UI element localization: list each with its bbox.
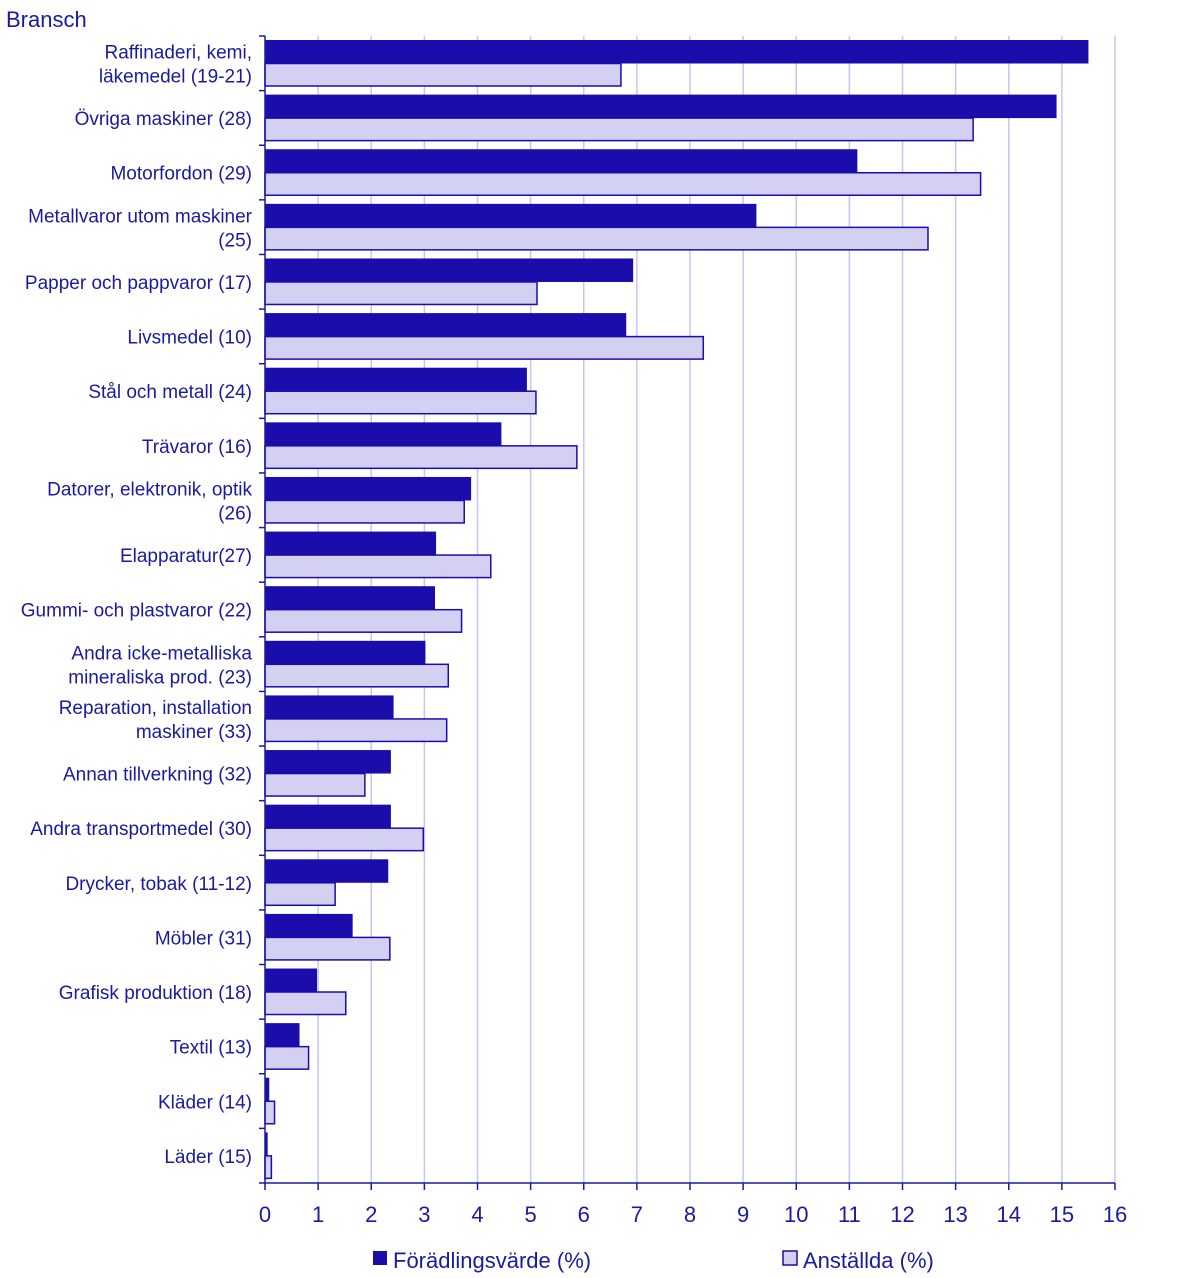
- bar-foradlingsvarde-6: [265, 367, 527, 392]
- bar-foradlingsvarde-7: [265, 422, 502, 446]
- legend-swatch-anstallda: [782, 1250, 798, 1266]
- x-tick-label-8: 8: [684, 1202, 696, 1227]
- bar-anstallda-19: [264, 1100, 276, 1125]
- category-label-5: Livsmedel (10): [127, 328, 252, 349]
- bar-foradlingsvarde-3: [265, 203, 757, 228]
- category-label-11-line0: Andra icke-metalliska: [71, 643, 252, 664]
- legend-label-anstallda: Anställda (%): [803, 1248, 934, 1273]
- category-label-3-line1: (25): [218, 230, 252, 251]
- x-tick-label-4: 4: [471, 1202, 483, 1227]
- category-label-19: Kläder (14): [158, 1092, 252, 1113]
- x-tick-label-13: 13: [943, 1202, 967, 1227]
- x-tick-label-7: 7: [631, 1202, 643, 1227]
- category-label-1: Övriga maskiner (28): [75, 109, 252, 130]
- y-axis-title: Bransch: [6, 7, 87, 32]
- category-label-10: Gummi- och plastvaror (22): [21, 601, 252, 622]
- x-tick-label-15: 15: [1050, 1202, 1074, 1227]
- category-label-0-line0: Raffinaderi, kemi,: [105, 43, 253, 64]
- category-label-9: Elapparatur(27): [120, 546, 252, 567]
- bar-anstallda-6: [264, 390, 537, 415]
- x-tick-label-1: 1: [312, 1202, 324, 1227]
- bar-foradlingsvarde-8: [265, 476, 472, 501]
- bar-anstallda-10: [264, 608, 463, 633]
- bar-foradlingsvarde-20: [265, 1132, 268, 1156]
- bar-foradlingsvarde-19: [265, 1077, 270, 1102]
- legend: Förädlingsvärde (%) Anställda (%): [373, 1248, 934, 1273]
- category-label-7: Trävaror (16): [142, 437, 252, 458]
- bar-foradlingsvarde-13: [265, 750, 391, 774]
- bar-foradlingsvarde-12: [265, 695, 394, 719]
- bar-anstallda-7: [264, 445, 578, 470]
- bar-anstallda-13: [264, 772, 366, 797]
- bar-foradlingsvarde-0: [265, 40, 1089, 64]
- bar-anstallda-4: [264, 281, 538, 306]
- category-label-13: Annan tillverkning (32): [63, 765, 252, 786]
- bar-anstallda-12: [264, 718, 448, 743]
- bar-anstallda-18: [264, 1045, 310, 1070]
- x-tick-label-6: 6: [578, 1202, 590, 1227]
- x-tick-label-10: 10: [784, 1202, 808, 1227]
- bar-foradlingsvarde-5: [265, 313, 627, 337]
- bar-foradlingsvarde-1: [265, 94, 1057, 119]
- bar-foradlingsvarde-9: [265, 531, 437, 556]
- x-tick-label-14: 14: [997, 1202, 1021, 1227]
- category-label-6: Stål och metall (24): [88, 382, 252, 403]
- bar-anstallda-16: [264, 936, 391, 961]
- bar-anstallda-8: [264, 499, 465, 524]
- bar-foradlingsvarde-10: [265, 586, 435, 610]
- bar-anstallda-9: [264, 554, 492, 579]
- bar-anstallda-3: [264, 226, 929, 251]
- bar-anstallda-5: [264, 335, 705, 360]
- bar-foradlingsvarde-18: [265, 1023, 300, 1047]
- x-tick-label-5: 5: [525, 1202, 537, 1227]
- bar-foradlingsvarde-14: [265, 804, 391, 829]
- category-label-4: Papper och pappvaror (17): [25, 273, 252, 294]
- x-tick-label-9: 9: [737, 1202, 749, 1227]
- bar-foradlingsvarde-17: [265, 968, 318, 993]
- category-label-17: Grafisk produktion (18): [59, 983, 252, 1004]
- category-label-18: Textil (13): [170, 1038, 252, 1059]
- x-tick-label-11: 11: [838, 1202, 861, 1227]
- category-label-20: Läder (15): [164, 1147, 252, 1168]
- category-label-15: Drycker, tobak (11-12): [65, 874, 252, 895]
- x-tick-label-16: 16: [1103, 1202, 1127, 1227]
- bar-anstallda-11: [264, 663, 450, 688]
- bar-foradlingsvarde-11: [265, 640, 426, 665]
- category-label-16: Möbler (31): [155, 928, 252, 949]
- bar-foradlingsvarde-15: [265, 859, 389, 883]
- bar-anstallda-2: [264, 171, 982, 196]
- category-label-8-line0: Datorer, elektronik, optik: [47, 479, 252, 500]
- bar-anstallda-17: [264, 991, 347, 1016]
- category-label-12-line1: maskiner (33): [136, 722, 252, 743]
- category-label-12-line0: Reparation, installation: [59, 698, 252, 719]
- bar-anstallda-14: [264, 827, 425, 852]
- category-label-11-line1: mineraliska prod. (23): [68, 667, 252, 688]
- bar-foradlingsvarde-16: [265, 913, 353, 938]
- x-tick-label-2: 2: [365, 1202, 377, 1227]
- bar-anstallda-0: [264, 62, 622, 87]
- bar-foradlingsvarde-4: [265, 258, 634, 282]
- x-tick-label-0: 0: [259, 1202, 271, 1227]
- bar-layer: [264, 40, 1089, 1180]
- bar-anstallda-1: [264, 117, 974, 142]
- category-label-2: Motorfordon (29): [110, 164, 252, 185]
- legend-swatch-foradlingsvarde: [373, 1251, 387, 1265]
- bar-anstallda-15: [264, 882, 336, 907]
- legend-label-foradlingsvarde: Förädlingsvärde (%): [393, 1248, 591, 1273]
- category-label-3-line0: Metallvaror utom maskiner: [28, 206, 253, 227]
- bar-anstallda-20: [264, 1155, 273, 1180]
- category-label-0-line1: läkemedel (19-21): [99, 67, 252, 88]
- category-label-14: Andra transportmedel (30): [30, 819, 252, 840]
- x-tick-label-3: 3: [418, 1202, 430, 1227]
- bar-foradlingsvarde-2: [265, 149, 858, 173]
- x-tick-label-12: 12: [890, 1202, 914, 1227]
- category-label-8-line1: (26): [218, 503, 252, 524]
- axis-layer: [259, 35, 1116, 1190]
